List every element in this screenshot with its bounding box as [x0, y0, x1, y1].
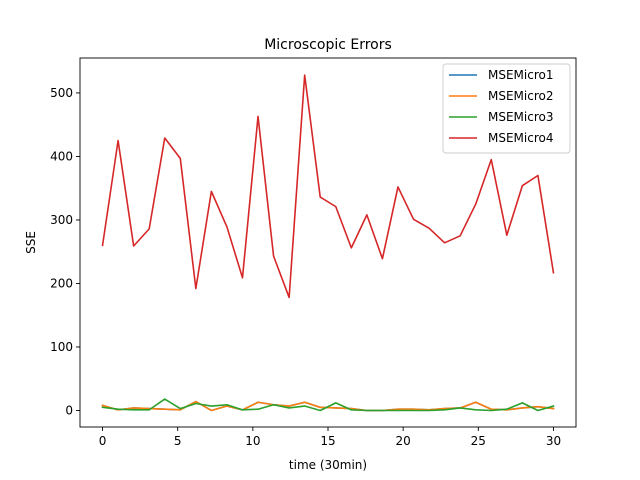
legend-label: MSEMicro2 — [488, 89, 553, 103]
y-tick-label: 400 — [50, 149, 73, 163]
x-axis: 0 5 10 15 20 25 30 — [99, 427, 561, 448]
x-tick-label: 20 — [396, 434, 411, 448]
legend: MSEMicro1 MSEMicro2 MSEMicro3 MSEMicro4 — [442, 63, 571, 154]
legend-label: MSEMicro4 — [488, 131, 553, 145]
x-tick-label: 5 — [174, 434, 182, 448]
y-axis: 0 100 200 300 400 500 — [50, 86, 80, 417]
series-layer — [101, 74, 555, 412]
x-tick-label: 10 — [245, 434, 260, 448]
chart-title: Microscopic Errors — [264, 37, 392, 53]
x-tick-label: 15 — [320, 434, 335, 448]
series-line-msemicro4 — [101, 74, 555, 299]
y-tick-label: 500 — [50, 86, 73, 100]
legend-box — [442, 63, 571, 154]
x-axis-label: time (30min) — [289, 458, 367, 472]
series-line-msemicro2 — [101, 400, 555, 412]
y-tick-label: 200 — [50, 276, 73, 290]
legend-label: MSEMicro1 — [488, 68, 553, 82]
x-tick-label: 0 — [99, 434, 107, 448]
y-axis-label: SSE — [24, 231, 38, 254]
x-tick-label: 30 — [546, 434, 561, 448]
series-line-msemicro3 — [101, 398, 555, 412]
y-tick-label: 100 — [50, 340, 73, 354]
legend-label: MSEMicro3 — [488, 110, 553, 124]
x-tick-label: 25 — [471, 434, 486, 448]
y-tick-label: 300 — [50, 213, 73, 227]
y-tick-label: 0 — [65, 403, 73, 417]
legend-items: MSEMicro1 MSEMicro2 MSEMicro3 MSEMicro4 — [449, 68, 553, 145]
